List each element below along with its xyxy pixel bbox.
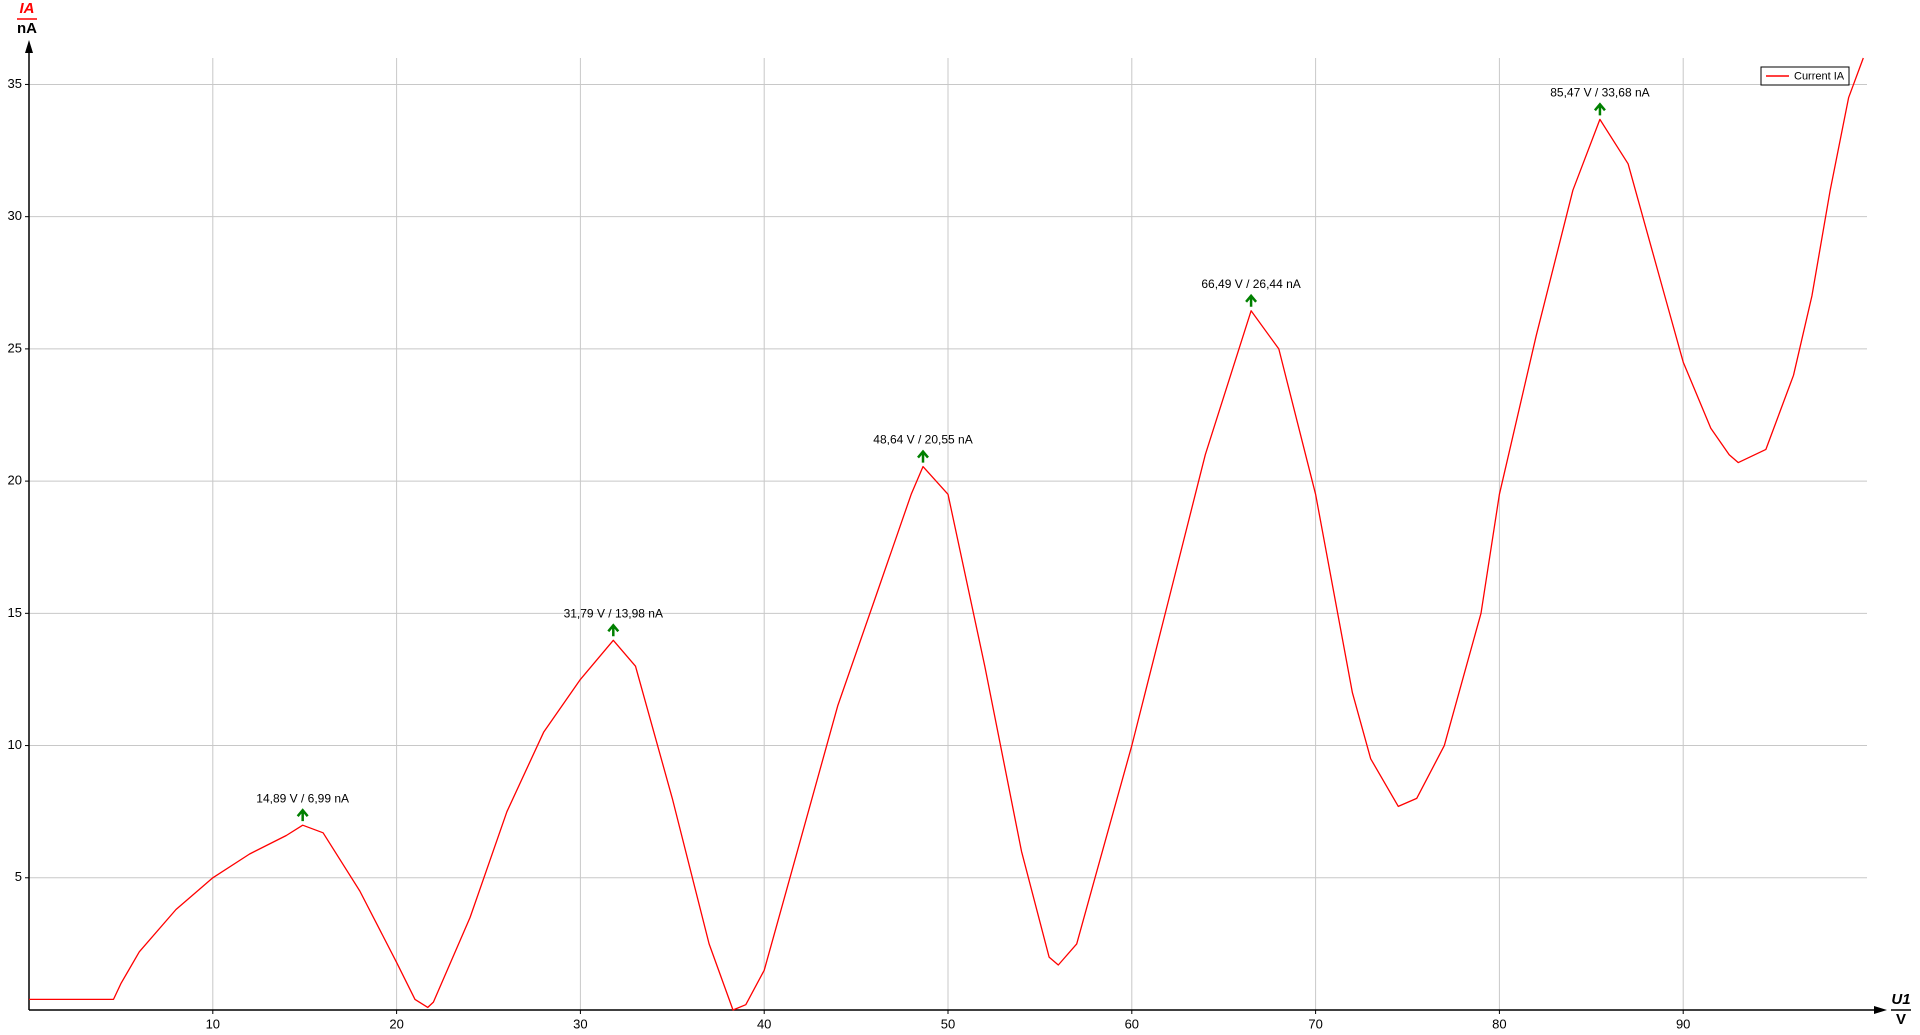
peak-arrow	[607, 623, 620, 637]
peak-label: 31,79 V / 13,98 nA	[564, 606, 663, 620]
y-tick-label: 20	[8, 473, 22, 488]
peak-label: 48,64 V / 20,55 nA	[873, 433, 972, 447]
peak-label: 66,49 V / 26,44 nA	[1201, 277, 1300, 291]
y-tick-label: 10	[8, 737, 22, 752]
y-axis-label: IA	[20, 0, 35, 17]
x-axis-unit: V	[1896, 1011, 1906, 1028]
y-tick-label: 35	[8, 76, 22, 91]
x-tick-label: 30	[573, 1016, 587, 1031]
y-tick-label: 30	[8, 208, 22, 223]
peak-arrow	[1593, 102, 1606, 116]
peak-label: 14,89 V / 6,99 nA	[256, 791, 349, 805]
x-tick-label: 40	[757, 1016, 771, 1031]
y-tick-label: 25	[8, 340, 22, 355]
legend-box	[1760, 66, 1850, 86]
x-tick-label: 20	[389, 1016, 403, 1031]
data-line	[29, 57, 1864, 1011]
peak-arrow	[296, 808, 309, 822]
x-axis-arrow	[1874, 1006, 1887, 1014]
y-axis-arrow	[25, 40, 33, 53]
legend: Current IA	[1760, 66, 1850, 86]
legend-label: Current IA	[1794, 70, 1845, 82]
x-tick-label: 10	[206, 1016, 220, 1031]
peak-arrow	[917, 449, 929, 463]
x-tick-label: 70	[1308, 1016, 1322, 1031]
y-tick-label: 15	[8, 605, 22, 620]
x-tick-label: 80	[1492, 1016, 1506, 1031]
peak-label: 85,47 V / 33,68 nA	[1550, 86, 1649, 100]
peak-arrow	[1245, 293, 1258, 307]
x-axis-label: U1	[1891, 991, 1910, 1008]
x-tick-label: 60	[1125, 1016, 1139, 1031]
y-tick-label: 5	[15, 869, 22, 884]
x-tick-label: 50	[941, 1016, 955, 1031]
y-axis-unit: nA	[17, 20, 37, 37]
x-tick-label: 90	[1676, 1016, 1690, 1031]
